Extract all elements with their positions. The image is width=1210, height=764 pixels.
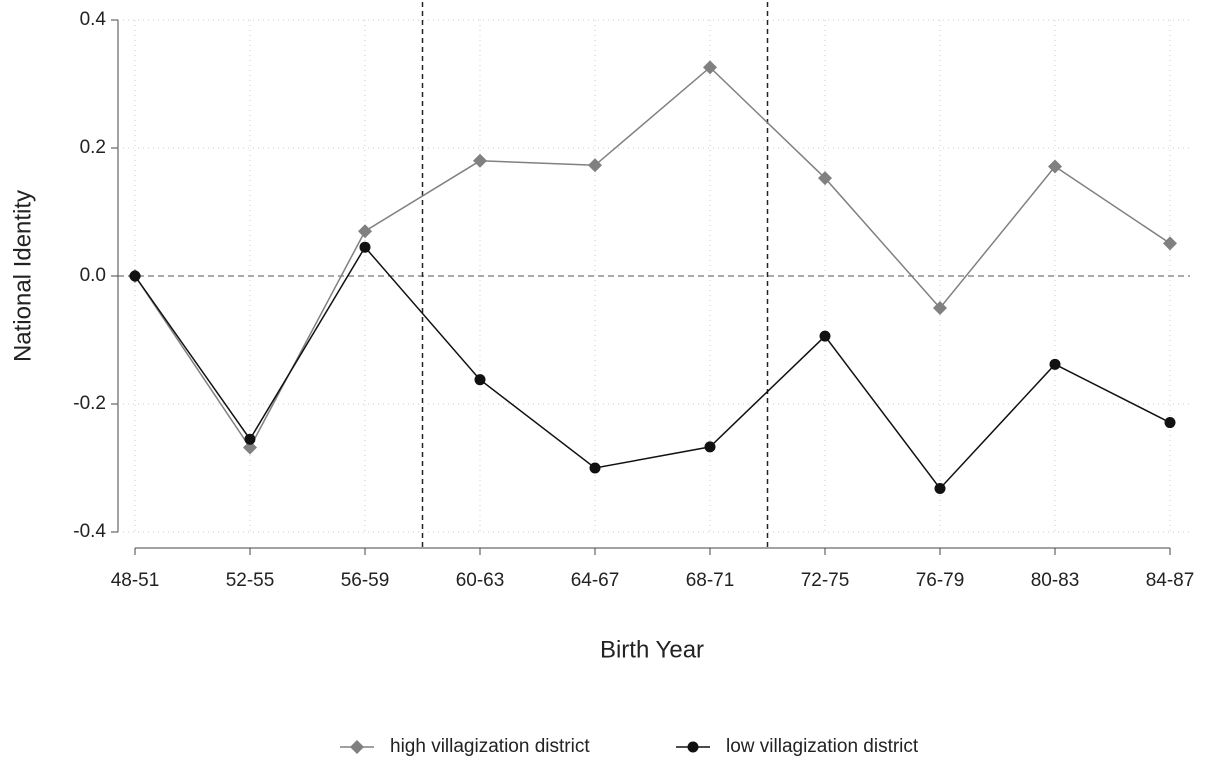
y-tick-label: -0.4: [73, 521, 106, 542]
data-point: [1048, 159, 1062, 174]
y-tick-label: 0.0: [80, 265, 106, 286]
data-point: [473, 153, 487, 168]
data-point: [358, 224, 372, 239]
x-tick-label: 84-87: [1146, 570, 1195, 591]
data-point: [1049, 358, 1061, 370]
legend-label: low villagization district: [726, 736, 919, 757]
x-tick-label: 52-55: [226, 570, 275, 591]
data-point: [589, 462, 601, 474]
data-point: [359, 241, 371, 253]
data-point: [244, 433, 256, 445]
data-point: [243, 440, 257, 455]
data-point: [1163, 236, 1177, 251]
x-tick-label: 72-75: [801, 570, 850, 591]
x-tick-label: 76-79: [916, 570, 965, 591]
x-tick-label: 48-51: [111, 570, 160, 591]
data-point: [474, 374, 486, 386]
y-axis-title: National Identity: [9, 190, 36, 362]
data-point: [1164, 417, 1176, 429]
data-point: [129, 270, 141, 282]
data-point: [704, 441, 716, 453]
legend-marker: [350, 740, 364, 754]
x-axis-title: Birth Year: [600, 636, 704, 663]
data-point: [588, 158, 602, 173]
x-tick-label: 64-67: [571, 570, 620, 591]
data-point: [703, 60, 717, 75]
x-tick-label: 60-63: [456, 570, 505, 591]
x-tick-label: 56-59: [341, 570, 390, 591]
data-point: [819, 330, 831, 342]
series-line: [134, 245, 1171, 490]
y-tick-label: 0.2: [80, 137, 106, 158]
y-tick-label: 0.4: [80, 9, 107, 30]
data-point: [933, 301, 947, 315]
data-point: [818, 171, 832, 186]
y-tick-label: -0.2: [73, 393, 106, 414]
series-line: [134, 66, 1171, 449]
legend-marker: [687, 741, 699, 753]
legend-label: high villagization district: [390, 736, 590, 757]
data-point: [934, 482, 946, 494]
x-tick-label: 68-71: [686, 570, 735, 591]
x-tick-label: 80-83: [1031, 570, 1080, 591]
